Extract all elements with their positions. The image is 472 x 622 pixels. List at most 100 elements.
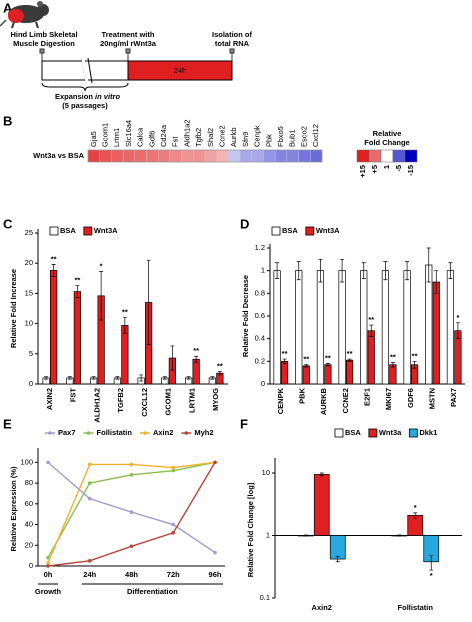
legend-swatch — [83, 226, 93, 236]
gene-label: Bub1 — [288, 129, 297, 147]
legend-label: BSA — [282, 226, 298, 235]
x-tick-label: 0h — [44, 570, 53, 579]
expansion-text: Expansion — [55, 92, 93, 101]
bar — [403, 270, 411, 385]
error-bar — [455, 322, 460, 340]
error-bar — [319, 472, 324, 477]
panel-label: C — [3, 216, 13, 231]
y-tick-label: 0.2 — [255, 356, 265, 365]
legend-tick-label: +5 — [370, 165, 379, 174]
panel-label: E — [3, 416, 12, 431]
point — [171, 465, 176, 470]
point — [87, 559, 92, 563]
error-bar — [194, 355, 199, 363]
error-bar — [75, 285, 80, 298]
error-bar — [217, 370, 222, 376]
significance: * — [430, 571, 433, 580]
point — [87, 496, 92, 501]
y-tick-label: 1.2 — [255, 243, 265, 252]
timeline — [39, 48, 235, 92]
heat-cell — [204, 149, 217, 163]
x-tick-label: 24h — [83, 570, 96, 579]
heat-cell — [286, 149, 299, 163]
gene-label: Gcom1 — [101, 123, 110, 147]
y-tick-label: 0.6 — [255, 311, 265, 320]
significance: ** — [217, 361, 223, 370]
gene-label: Cxcl12 — [311, 124, 320, 147]
error-bar — [139, 374, 144, 382]
y-tick-label: 100 — [20, 457, 33, 466]
x-tick-label: 96h — [209, 570, 222, 579]
legend-swatch — [356, 149, 370, 163]
y-tick-label: 10 — [262, 468, 270, 477]
x-group-label: Differentiation — [127, 587, 178, 596]
error-bar — [448, 262, 453, 279]
bar — [313, 474, 330, 536]
error-bar — [361, 262, 366, 279]
gene-label: Cenpk — [253, 125, 262, 147]
gene-label: Tgfb2 — [194, 128, 203, 147]
error-bar — [122, 317, 127, 334]
gene-label: Calca — [136, 127, 145, 147]
y-axis-label: Relative Fold Increase — [9, 269, 18, 348]
legend-swatch — [368, 149, 382, 163]
significance: * — [100, 262, 103, 271]
error-bar — [397, 534, 402, 537]
legend-title: Fold Change — [364, 138, 409, 147]
legend-swatch — [368, 428, 378, 438]
bar — [381, 270, 390, 385]
bar — [73, 291, 81, 385]
panel-label: D — [240, 216, 249, 231]
heat-cell — [157, 149, 171, 163]
error-bar — [304, 364, 309, 368]
bar — [389, 364, 397, 385]
legend-label: Wnt3a — [379, 428, 402, 437]
panel-label: F — [240, 416, 248, 431]
step-text: Treatment with — [102, 30, 155, 39]
gene-label: Fbxo5 — [276, 126, 285, 147]
x-tick-label: FST — [69, 388, 78, 403]
error-bar — [318, 258, 323, 283]
expansion-italic: in vitro — [95, 92, 120, 101]
gene-label: Cd24a — [159, 124, 168, 147]
mouse-icon — [0, 1, 49, 29]
y-axis-label: Relative Fold Change [log] — [246, 482, 255, 577]
error-bar — [390, 362, 395, 368]
x-tick-label: PAX7 — [449, 388, 458, 407]
legend-label: BSA — [345, 428, 361, 437]
legend-tick-label: +15 — [358, 165, 367, 178]
panel-label: B — [3, 113, 12, 128]
heat-cell — [134, 149, 147, 163]
y-tick-label: 10 — [25, 319, 33, 328]
x-tick-label: MSTN — [427, 388, 436, 409]
legend-marker — [48, 431, 52, 435]
bar — [273, 270, 281, 385]
error-bar — [434, 270, 439, 294]
legend-label: Wnt3A — [94, 226, 118, 235]
legend-swatch — [408, 428, 418, 438]
bar — [324, 364, 332, 385]
point — [213, 460, 217, 465]
bar — [280, 360, 289, 385]
y-tick-label: 20 — [25, 540, 33, 549]
significance: ** — [412, 351, 418, 360]
legend-label: Follistatin — [97, 428, 133, 437]
x-tick-label: 48h — [125, 570, 138, 579]
bar — [338, 270, 346, 385]
x-tick-label: CCNE2 — [341, 388, 350, 413]
step-text: Hind Limb Skeletal — [10, 30, 77, 39]
error-bar — [413, 512, 418, 519]
gene-label: Ccne2 — [218, 125, 227, 147]
y-tick-label: 25 — [25, 228, 33, 237]
y-axis-label: Relative Fold Decrease — [241, 275, 250, 357]
error-bar — [162, 376, 167, 380]
legend-label: Axin2 — [153, 428, 173, 437]
point — [129, 473, 134, 477]
significance: ** — [51, 254, 57, 263]
expansion-label: Expansion in vitro — [55, 92, 120, 101]
legend-swatch — [271, 226, 281, 236]
bar — [446, 270, 455, 385]
bar — [432, 281, 440, 385]
legend-label: Myh2 — [194, 428, 213, 437]
panel-label: A — [3, 0, 13, 15]
